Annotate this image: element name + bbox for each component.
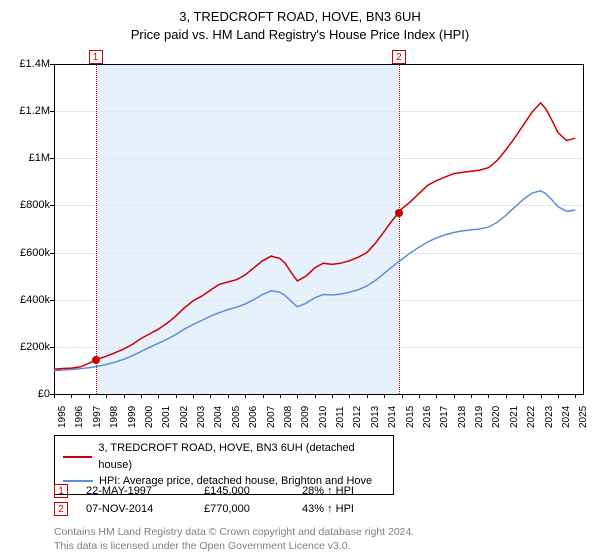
x-tick-label: 2014 [387, 406, 398, 428]
x-tick-mark [263, 394, 264, 398]
x-axis-line [54, 394, 584, 395]
x-tick-mark [558, 394, 559, 398]
x-tick-label: 2004 [213, 406, 224, 428]
x-tick-mark [523, 394, 524, 398]
x-tick-mark [332, 394, 333, 398]
sale-marker-1: 1 [54, 484, 68, 498]
x-tick-label: 2001 [161, 406, 172, 428]
x-tick-label: 2009 [300, 406, 311, 428]
x-tick-mark [384, 394, 385, 398]
x-tick-label: 2023 [544, 406, 555, 428]
x-tick-mark [141, 394, 142, 398]
x-tick-label: 2010 [318, 406, 329, 428]
x-tick-label: 2000 [144, 406, 155, 428]
x-tick-mark [176, 394, 177, 398]
legend-swatch-property [63, 456, 92, 458]
x-tick-label: 2020 [491, 406, 502, 428]
x-tick-label: 1995 [57, 406, 68, 428]
y-tick-label: £800k [4, 199, 50, 211]
x-tick-mark [367, 394, 368, 398]
title-address: 3, TREDCROFT ROAD, HOVE, BN3 6UH [0, 8, 600, 26]
sale-price-1: £145,000 [204, 485, 284, 497]
x-tick-label: 1996 [74, 406, 85, 428]
x-tick-mark [193, 394, 194, 398]
x-tick-mark [89, 394, 90, 398]
y-tick-label: £200k [4, 341, 50, 353]
sale-point [92, 356, 100, 364]
y-tick-label: £0 [4, 388, 50, 400]
x-tick-label: 2022 [526, 406, 537, 428]
series-lines [54, 64, 584, 394]
x-tick-mark [158, 394, 159, 398]
chart-container: 3, TREDCROFT ROAD, HOVE, BN3 6UH Price p… [0, 0, 600, 560]
x-tick-mark [124, 394, 125, 398]
x-tick-mark [488, 394, 489, 398]
sales-table: 1 22-MAY-1997 £145,000 28% ↑ HPI 2 07-NO… [54, 480, 382, 516]
x-tick-label: 2005 [231, 406, 242, 428]
x-tick-mark [210, 394, 211, 398]
title-block: 3, TREDCROFT ROAD, HOVE, BN3 6UH Price p… [0, 0, 600, 44]
title-subtitle: Price paid vs. HM Land Registry's House … [0, 26, 600, 44]
x-tick-label: 1999 [127, 406, 138, 428]
x-tick-label: 2019 [474, 406, 485, 428]
sale-date-1: 22-MAY-1997 [86, 485, 186, 497]
sale-delta-2: 43% ↑ HPI [302, 503, 382, 515]
x-tick-mark [245, 394, 246, 398]
sale-row-1: 1 22-MAY-1997 £145,000 28% ↑ HPI [54, 484, 382, 498]
x-tick-label: 2008 [283, 406, 294, 428]
x-tick-mark [436, 394, 437, 398]
attribution-text: Contains HM Land Registry data © Crown c… [54, 526, 414, 553]
x-tick-mark [349, 394, 350, 398]
y-tick-label: £1M [4, 152, 50, 164]
x-tick-label: 2013 [370, 406, 381, 428]
y-tick-label: £400k [4, 294, 50, 306]
x-tick-mark [228, 394, 229, 398]
x-tick-label: 2018 [457, 406, 468, 428]
x-tick-mark [471, 394, 472, 398]
x-tick-mark [419, 394, 420, 398]
x-tick-label: 2012 [352, 406, 363, 428]
x-tick-label: 2006 [248, 406, 259, 428]
sale-row-2: 2 07-NOV-2014 £770,000 43% ↑ HPI [54, 502, 382, 516]
sale-delta-1: 28% ↑ HPI [302, 485, 382, 497]
x-tick-label: 1997 [92, 406, 103, 428]
series-line-hpi [54, 191, 575, 371]
x-tick-mark [506, 394, 507, 398]
legend-row-property: 3, TREDCROFT ROAD, HOVE, BN3 6UH (detach… [63, 440, 385, 473]
sale-price-2: £770,000 [204, 503, 284, 515]
x-tick-label: 2016 [422, 406, 433, 428]
x-tick-mark [541, 394, 542, 398]
x-tick-label: 1998 [109, 406, 120, 428]
event-marker-box: 2 [392, 50, 406, 64]
y-tick-label: £1.4M [4, 58, 50, 70]
x-tick-label: 2011 [335, 406, 346, 428]
sale-date-2: 07-NOV-2014 [86, 503, 186, 515]
x-tick-label: 2002 [179, 406, 190, 428]
x-tick-label: 2024 [561, 406, 572, 428]
x-tick-mark [280, 394, 281, 398]
x-tick-mark [575, 394, 576, 398]
sale-point [395, 209, 403, 217]
x-tick-mark [315, 394, 316, 398]
event-marker-box: 1 [89, 50, 103, 64]
y-tick-label: £600k [4, 247, 50, 259]
x-tick-label: 2025 [578, 406, 589, 428]
attribution-line1: Contains HM Land Registry data © Crown c… [54, 526, 414, 540]
x-tick-mark [402, 394, 403, 398]
x-tick-label: 2017 [439, 406, 450, 428]
x-tick-mark [297, 394, 298, 398]
y-tick-label: £1.2M [4, 105, 50, 117]
x-tick-label: 2015 [405, 406, 416, 428]
sale-marker-2: 2 [54, 502, 68, 516]
x-tick-label: 2021 [509, 406, 520, 428]
x-tick-mark [54, 394, 55, 398]
legend-label-property: 3, TREDCROFT ROAD, HOVE, BN3 6UH (detach… [98, 440, 385, 473]
x-tick-mark [454, 394, 455, 398]
x-tick-mark [106, 394, 107, 398]
x-tick-label: 2003 [196, 406, 207, 428]
attribution-line2: This data is licensed under the Open Gov… [54, 540, 414, 554]
x-tick-mark [71, 394, 72, 398]
series-line-property [54, 103, 575, 369]
x-tick-label: 2007 [266, 406, 277, 428]
